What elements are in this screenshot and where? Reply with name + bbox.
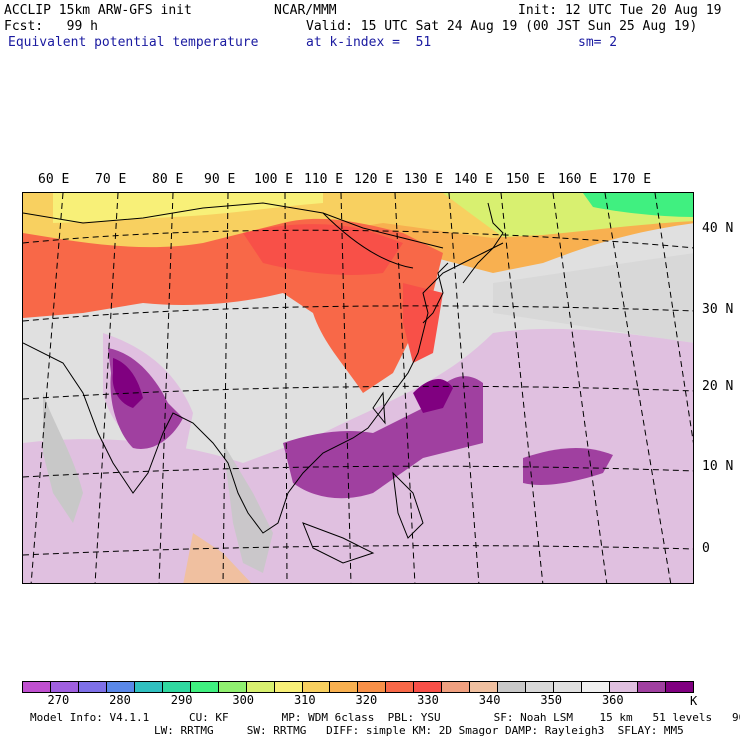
latitude-label: 0 — [702, 541, 710, 556]
colorbar-segment — [386, 682, 415, 692]
colorbar-segment — [470, 682, 499, 692]
longitude-label: 170 E — [612, 172, 652, 187]
colorbar-label: 340 — [478, 693, 501, 707]
colorbar-segment — [358, 682, 387, 692]
colorbar-segment — [302, 682, 331, 692]
longitude-label: 140 E — [454, 172, 494, 187]
smoothing-label: sm= 2 — [578, 35, 618, 50]
field-name: Equivalent potential temperature — [8, 35, 259, 50]
colorbar-label: 330 — [417, 693, 439, 707]
colorbar-segment — [106, 682, 135, 692]
model-info-line1: Model Info: V4.1.1 CU: KF MP: WDM 6class… — [30, 711, 740, 724]
latitude-label: 10 N — [702, 459, 734, 474]
longitude-label: 160 E — [558, 172, 598, 187]
model-info-line2: LW: RRTMG SW: RRTMG DIFF: simple KM: 2D … — [154, 724, 684, 737]
colorbar-segment — [190, 682, 219, 692]
init-time: Init: 12 UTC Tue 20 Aug 19 — [518, 3, 722, 18]
colorbar-segment — [23, 682, 51, 692]
colorbar-label: 310 — [293, 693, 316, 707]
colorbar-segment — [218, 682, 247, 692]
level-index: at k-index = 51 — [306, 35, 432, 50]
colorbar-segment — [442, 682, 471, 692]
colorbar-segment — [637, 682, 666, 692]
longitude-label: 80 E — [152, 172, 184, 187]
longitude-label: 130 E — [404, 172, 444, 187]
colorbar-segment — [162, 682, 191, 692]
theta-e-map — [22, 192, 694, 584]
colorbar-segment — [78, 682, 107, 692]
longitude-label: 90 E — [204, 172, 236, 187]
forecast-hour: Fcst: 99 h — [4, 19, 98, 34]
colorbar-segment — [526, 682, 555, 692]
colorbar-label: 290 — [170, 693, 193, 707]
latitude-label: 20 N — [702, 379, 734, 394]
colorbar-label: 350 — [540, 693, 563, 707]
colorbar-segment — [582, 682, 611, 692]
longitude-label: 60 E — [38, 172, 70, 187]
longitude-label: 70 E — [95, 172, 127, 187]
colorbar — [22, 681, 694, 693]
organization-label: NCAR/MMM — [274, 3, 337, 18]
colorbar-segment — [330, 682, 359, 692]
colorbar-segment — [498, 682, 527, 692]
colorbar-segment — [414, 682, 443, 692]
colorbar-label: 360 — [601, 693, 624, 707]
colorbar-label: 320 — [355, 693, 378, 707]
colorbar-segment — [246, 682, 275, 692]
valid-time: Valid: 15 UTC Sat 24 Aug 19 (00 JST Sun … — [306, 19, 698, 34]
colorbar-label: 280 — [109, 693, 131, 707]
longitude-label: 100 E — [254, 172, 294, 187]
latitude-label: 40 N — [702, 221, 734, 236]
colorbar-segment — [134, 682, 163, 692]
colorbar-segment — [665, 682, 693, 692]
latitude-label: 30 N — [702, 302, 734, 317]
colorbar-label: 270 — [47, 693, 70, 707]
model-title: ACCLIP 15km ARW-GFS init — [4, 3, 192, 18]
colorbar-segment — [554, 682, 583, 692]
colorbar-segment — [50, 682, 79, 692]
longitude-label: 120 E — [354, 172, 394, 187]
colorbar-unit: K — [690, 694, 698, 708]
colorbar-segment — [610, 682, 638, 692]
colorbar-label: 300 — [232, 693, 255, 707]
longitude-label: 110 E — [304, 172, 344, 187]
colorbar-segment — [274, 682, 303, 692]
longitude-label: 150 E — [506, 172, 546, 187]
